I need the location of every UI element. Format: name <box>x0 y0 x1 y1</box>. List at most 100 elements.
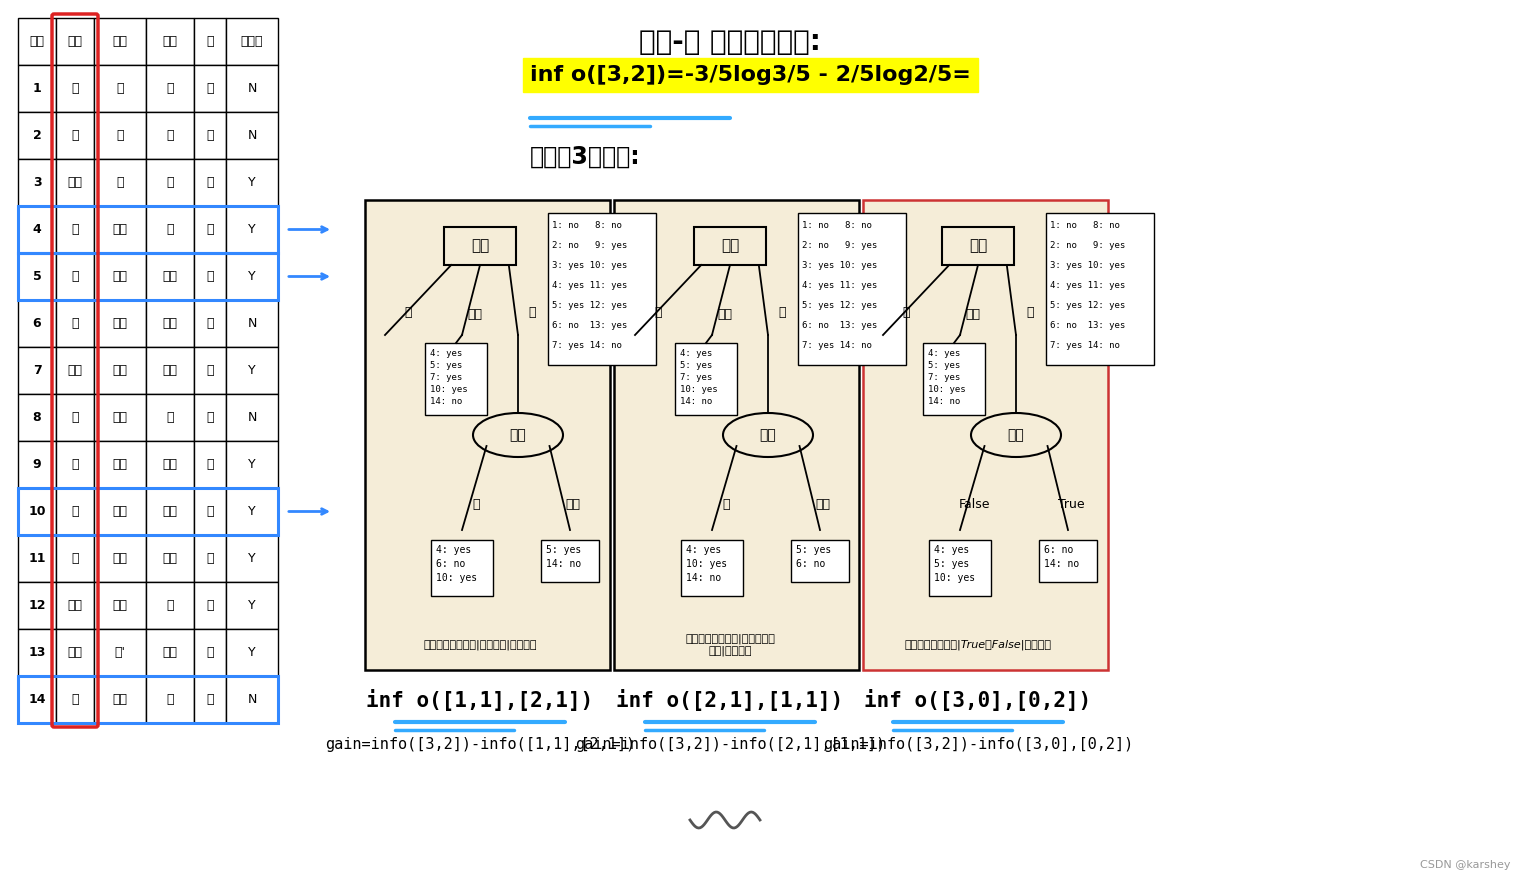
Text: 正常: 正常 <box>162 646 177 659</box>
Text: inf o([2,1],[1,1]): inf o([2,1],[1,1]) <box>616 689 843 711</box>
Bar <box>18 488 57 535</box>
Ellipse shape <box>970 413 1060 457</box>
Text: 气温: 气温 <box>759 428 776 442</box>
Text: inf o([3,0],[0,2]): inf o([3,0],[0,2]) <box>865 689 1091 711</box>
Bar <box>18 18 57 65</box>
Text: 晴: 晴 <box>72 82 79 95</box>
Text: 温暖: 温暖 <box>113 693 127 706</box>
Text: 4: yes: 4: yes <box>429 348 463 357</box>
Text: 2: no   9: yes: 2: no 9: yes <box>1050 241 1125 249</box>
Text: 无: 无 <box>206 458 214 471</box>
Bar <box>194 394 226 441</box>
Text: 14: 14 <box>28 693 46 706</box>
Text: 正常: 正常 <box>162 552 177 565</box>
Bar <box>226 300 278 347</box>
Bar <box>365 200 610 670</box>
Text: 热: 热 <box>116 82 124 95</box>
Bar <box>18 347 57 394</box>
Text: Y: Y <box>248 646 255 659</box>
Text: 4: yes: 4: yes <box>686 545 721 555</box>
Text: 7: yes: 7: yes <box>927 372 960 381</box>
Text: 5: 5 <box>32 270 41 283</box>
Text: 序号: 序号 <box>29 35 44 48</box>
Bar <box>57 300 95 347</box>
Bar <box>57 65 95 112</box>
Text: 天气: 天气 <box>471 239 489 254</box>
Text: 14: no: 14: no <box>680 396 712 405</box>
Bar <box>194 159 226 206</box>
Text: 5: yes 12: yes: 5: yes 12: yes <box>552 300 628 309</box>
Text: 高: 高 <box>167 693 174 706</box>
Bar <box>923 343 986 415</box>
Text: 晴: 晴 <box>72 411 79 424</box>
Bar <box>431 540 494 596</box>
Bar <box>147 582 194 629</box>
Bar <box>226 347 278 394</box>
Bar <box>226 629 278 676</box>
Text: 无: 无 <box>206 223 214 236</box>
Bar <box>18 394 57 441</box>
Text: 晴: 晴 <box>72 458 79 471</box>
Text: 高: 高 <box>167 129 174 142</box>
Bar <box>57 676 95 723</box>
Text: 7: yes: 7: yes <box>680 372 712 381</box>
Text: 正常: 正常 <box>162 364 177 377</box>
Text: False: False <box>958 498 990 511</box>
Bar <box>18 535 57 582</box>
Bar <box>57 394 95 441</box>
Text: 高: 高 <box>167 82 174 95</box>
Bar <box>57 18 95 65</box>
Text: 无: 无 <box>206 82 214 95</box>
Text: 高: 高 <box>167 223 174 236</box>
Bar <box>95 441 147 488</box>
Bar <box>863 200 1108 670</box>
Text: N: N <box>248 129 257 142</box>
Text: 4: yes 11: yes: 4: yes 11: yes <box>1050 281 1125 290</box>
Bar <box>147 676 194 723</box>
Text: 正常: 正常 <box>162 458 177 471</box>
Text: 雨: 雨 <box>72 270 79 283</box>
Text: 9: 9 <box>32 458 41 471</box>
Text: 10: yes: 10: yes <box>927 385 966 394</box>
Text: 温暖: 温暖 <box>113 599 127 612</box>
Ellipse shape <box>723 413 813 457</box>
Text: 无: 无 <box>206 270 214 283</box>
Text: 4: yes: 4: yes <box>435 545 471 555</box>
Text: CSDN @karshey: CSDN @karshey <box>1420 860 1510 870</box>
Text: Y: Y <box>248 364 255 377</box>
Text: 凉爽: 凉爽 <box>113 364 127 377</box>
Bar <box>57 112 95 159</box>
Text: 14: no: 14: no <box>429 396 463 405</box>
Bar <box>792 540 850 582</box>
Text: 6: 6 <box>32 317 41 330</box>
Text: 5: yes: 5: yes <box>429 361 463 370</box>
Bar <box>147 347 194 394</box>
Bar <box>226 112 278 159</box>
Text: 6: no: 6: no <box>796 559 825 569</box>
Bar <box>95 488 147 535</box>
Text: 有: 有 <box>206 599 214 612</box>
Bar <box>194 676 226 723</box>
Text: 雨: 雨 <box>1027 307 1034 320</box>
Text: 10: yes: 10: yes <box>934 573 975 583</box>
Text: 湿度: 湿度 <box>162 35 177 48</box>
Text: 12: 12 <box>28 599 46 612</box>
Text: 正常: 正常 <box>162 317 177 330</box>
Bar <box>57 488 95 535</box>
Bar <box>147 535 194 582</box>
Text: 6: no: 6: no <box>1044 545 1073 555</box>
Bar <box>95 535 147 582</box>
Bar <box>929 540 992 596</box>
Bar <box>941 227 1015 265</box>
Bar <box>95 206 147 253</box>
Text: 多云: 多云 <box>67 364 83 377</box>
Bar <box>57 441 95 488</box>
Bar <box>226 65 278 112</box>
Text: 高: 高 <box>167 599 174 612</box>
Bar <box>95 18 147 65</box>
Text: 晴: 晴 <box>72 552 79 565</box>
Text: 热: 热 <box>723 498 730 511</box>
Bar <box>18 253 57 300</box>
Text: 14: no: 14: no <box>1044 559 1079 569</box>
Text: 晴: 晴 <box>405 307 411 320</box>
